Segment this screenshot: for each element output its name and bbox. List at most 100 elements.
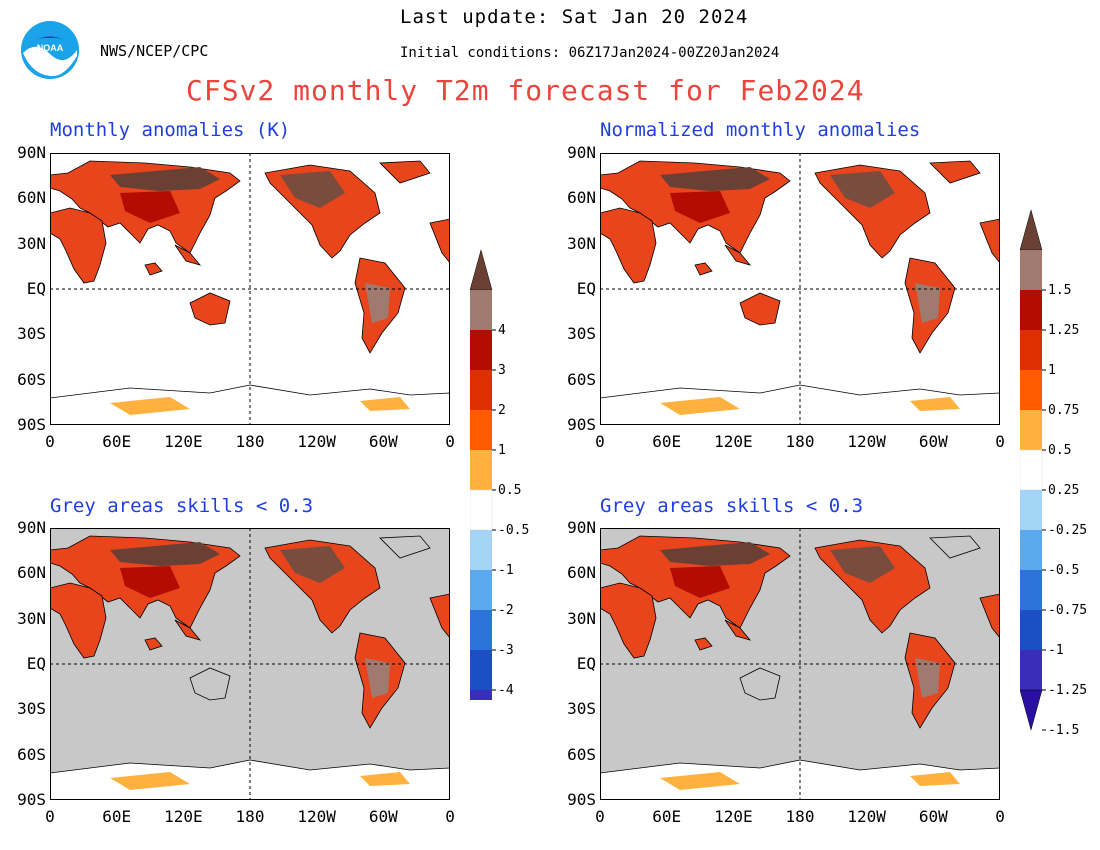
colorbar-label: 1.5: [1048, 283, 1071, 298]
antarctic-anomaly: [360, 397, 410, 411]
continent-shape: [739, 667, 781, 701]
continent-shape: [144, 262, 163, 276]
map-normalized-anomalies: [600, 153, 1000, 425]
colorbar-segment: [1020, 370, 1042, 410]
continent-shape: [929, 160, 981, 184]
lat-label: 90S: [17, 414, 46, 434]
lat-label: EQ: [26, 653, 46, 673]
continent-shape: [979, 218, 1000, 264]
colorbar-label: -2: [498, 603, 514, 618]
last-update: Last update: Sat Jan 20 2024: [400, 6, 749, 28]
warm-anomaly-core: [365, 283, 390, 323]
warm-anomaly-core: [110, 542, 220, 566]
colorbar-label: -3: [498, 643, 514, 658]
colorbar-segment: [470, 370, 492, 410]
colorbar-segment: [1020, 610, 1042, 650]
lat-label: 30S: [567, 324, 596, 344]
lat-label: 30N: [17, 608, 46, 628]
lat-label: 90N: [17, 518, 46, 537]
continent-shape: [189, 667, 231, 701]
lat-label: 30S: [17, 324, 46, 344]
colorbar-segment: [1020, 449, 1043, 491]
lat-label: 60N: [567, 563, 596, 583]
lat-label: 90S: [567, 789, 596, 809]
continent-shape: [144, 637, 163, 651]
lon-label: 0: [995, 432, 1005, 451]
lon-label: 0: [595, 807, 605, 826]
land-anomaly-fill: [600, 535, 1000, 800]
warm-anomaly-core: [670, 566, 730, 598]
panel-title-skill-right: Grey areas skills < 0.3: [600, 495, 864, 517]
lon-label: 60W: [368, 432, 398, 451]
colorbar-segment: [470, 610, 492, 650]
continent-shape: [600, 207, 657, 284]
colorbar-segment: [470, 290, 492, 330]
lon-label: 0: [45, 432, 55, 451]
colorbar-normalized: 1.5 1.25 1 0.75 0.5 0.25 -0.25 -0.5 -0.75 -1 -1.25…: [1020, 210, 1087, 738]
panel-title-anomalies: Monthly anomalies (K): [50, 119, 291, 141]
panel-title-skill-left: Grey areas skills < 0.3: [50, 495, 314, 517]
lon-label: 120W: [847, 432, 886, 451]
warm-anomaly-core: [120, 566, 180, 598]
warm-anomaly-core: [660, 542, 770, 566]
lon-label: 180: [785, 807, 815, 826]
lat-label: 30N: [567, 233, 596, 253]
lat-label: 90N: [17, 143, 46, 162]
map-frame: [600, 528, 1000, 800]
continent-shape: [174, 244, 202, 266]
lat-label: 90S: [17, 789, 46, 809]
antarctic-anomaly: [110, 772, 190, 790]
warm-anomaly-core: [120, 191, 180, 223]
colorbar-label: 0.25: [1048, 483, 1079, 498]
colorbar-anomalies: 4 3 2 1 0.5 -0.5 -1 -2 -3 -4: [470, 250, 529, 700]
colorbar-segment: [1020, 290, 1042, 330]
lon-label: 180: [785, 432, 815, 451]
warm-anomaly-core: [915, 658, 940, 698]
colorbar-label: 0.5: [1048, 443, 1071, 458]
lat-label: 60N: [17, 188, 46, 208]
colorbar-lower-arrow: [1020, 689, 1043, 731]
logo-text: NOAA: [37, 43, 64, 53]
colorbar-label: -1: [1048, 643, 1064, 658]
antarctic-anomaly: [910, 397, 960, 411]
colorbar-label: -0.5: [498, 523, 529, 538]
antarctic-anomaly: [660, 772, 740, 790]
colorbar-segment: [1020, 330, 1042, 370]
lon-label: 120E: [164, 432, 203, 451]
continent-shape: [724, 619, 752, 641]
colorbar-label: -1: [498, 563, 514, 578]
lon-label: 60E: [652, 432, 682, 451]
lon-label: 180: [235, 432, 265, 451]
colorbar-label: 2: [498, 403, 506, 418]
map-frame: [50, 528, 450, 800]
warm-anomaly-core: [365, 658, 390, 698]
lon-label: 60E: [102, 432, 132, 451]
colorbar-segment: [1020, 570, 1042, 610]
colorbar-segment: [470, 489, 493, 531]
lon-label: 0: [995, 807, 1005, 826]
colorbar-label: -0.75: [1048, 603, 1087, 618]
lon-label: 120W: [297, 807, 336, 826]
warm-anomaly-core: [280, 546, 345, 583]
continent-shape: [50, 582, 107, 659]
lat-label: 60S: [17, 369, 46, 389]
antarctic-anomaly: [910, 772, 960, 786]
lat-label: 30S: [567, 699, 596, 719]
colorbar-label: 1: [498, 443, 506, 458]
warm-anomaly-core: [830, 546, 895, 583]
colorbar-upper-arrow: [470, 250, 493, 291]
colorbar-label: -1.25: [1048, 683, 1087, 698]
antarctic-anomaly: [660, 397, 740, 415]
colorbar-segment: [470, 410, 492, 450]
colorbar-label: 0.75: [1048, 403, 1079, 418]
continent-shape: [189, 292, 231, 326]
colorbar-label: 0.5: [498, 483, 521, 498]
map-skill-masked-anomalies: [50, 528, 450, 800]
lat-label: 60S: [567, 369, 596, 389]
map-frame: [50, 153, 450, 425]
colorbar-segment: [470, 530, 492, 570]
org-label: NWS/NCEP/CPC: [100, 42, 209, 60]
land-anomaly-fill: [50, 535, 450, 800]
colorbar-label: 3: [498, 363, 506, 378]
panel-title-normalized: Normalized monthly anomalies: [600, 119, 921, 141]
